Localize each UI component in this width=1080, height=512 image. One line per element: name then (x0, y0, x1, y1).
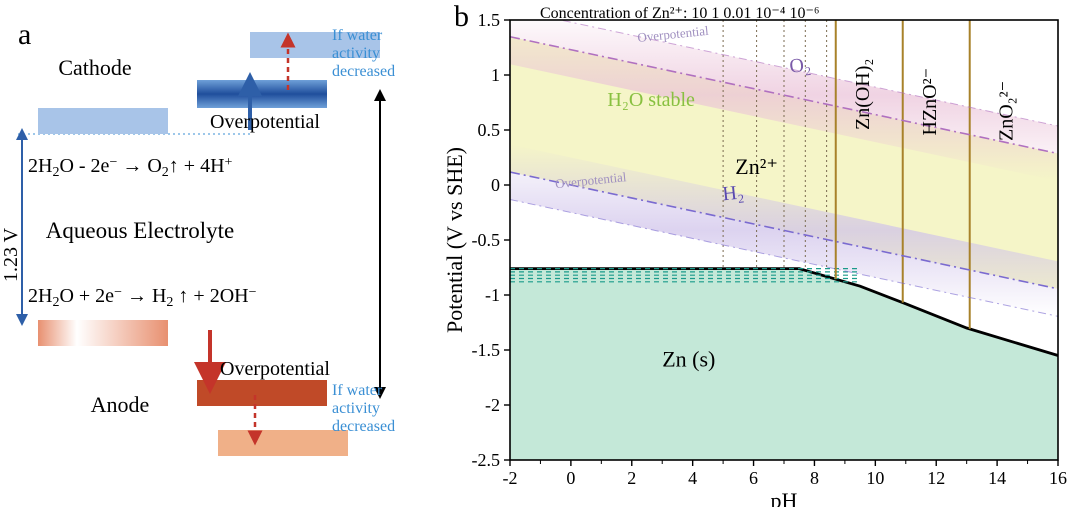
cathode-rect-light (38, 108, 168, 134)
her-equation: 2H2O + 2e− → H2 ↑ + 2OH− (28, 285, 257, 310)
xtick-label: 8 (810, 468, 819, 488)
ytick-label: -1.5 (472, 340, 501, 360)
anode-rect-overpot (197, 380, 327, 406)
xlabel: pH (771, 488, 798, 507)
pourbaix-svg: -20246810121416pH-2.5-2-1.5-1-0.500.511.… (440, 0, 1080, 507)
overpot-o2: Overpotential (637, 23, 710, 45)
xtick-label: 4 (688, 468, 697, 488)
oer-equation: 2H2O - 2e− → O2↑ + 4H+ (28, 155, 233, 180)
zno2-label: ZnO₂²⁻ (995, 81, 1017, 141)
ytick-label: 0.5 (478, 120, 501, 140)
znoh2-label: Zn(OH)₂ (852, 59, 874, 130)
panel-a-label: a (18, 18, 31, 51)
zn2plus-label: Zn²⁺ (735, 154, 778, 179)
cathode-rect-overpot (197, 80, 327, 108)
ytick-label: -0.5 (472, 230, 501, 250)
ytick-label: -2 (485, 395, 500, 415)
xtick-label: 16 (1049, 468, 1067, 488)
zn-s-label: Zn (s) (662, 347, 715, 372)
ytick-label: 0 (491, 175, 500, 195)
aqueous-label: Aqueous Electrolyte (46, 218, 234, 243)
xtick-label: 2 (627, 468, 636, 488)
anode-rect-light (38, 320, 168, 346)
xtick-label: -2 (503, 468, 518, 488)
xtick-label: 10 (866, 468, 884, 488)
conc-title: Concentration of Zn²⁺: 10 1 0.01 10⁻⁴ 10… (540, 5, 819, 22)
ylabel: Potential (V vs SHE) (442, 147, 467, 333)
ytick-label: -1 (485, 285, 500, 305)
xtick-label: 6 (749, 468, 758, 488)
xtick-label: 12 (927, 468, 945, 488)
cathode-overpot-label: Overpotential (210, 111, 320, 133)
ytick-label: -2.5 (472, 450, 501, 470)
panel-b-label: b (454, 0, 469, 33)
xtick-label: 14 (988, 468, 1006, 488)
panel-a-svg: a Cathode Overpotential 2H2O - 2e− → O2↑… (0, 0, 440, 507)
ytick-label: 1 (491, 65, 500, 85)
anode-rect-decreased (218, 430, 348, 456)
h2o-stable-label: H₂O stable (607, 89, 695, 111)
panel-b: -20246810121416pH-2.5-2-1.5-1-0.500.511.… (440, 0, 1080, 507)
ytick-label: 1.5 (478, 10, 501, 30)
o2-label: O₂ (788, 54, 812, 78)
water-activity-anode: If water activity decreased (332, 382, 395, 435)
voltage-label: 1.23 V (0, 227, 22, 282)
xtick-label: 0 (566, 468, 575, 488)
panel-a: a Cathode Overpotential 2H2O - 2e− → O2↑… (0, 0, 440, 507)
hzno2-label: HZnO²⁻ (919, 68, 941, 136)
h2-label: H₂ (721, 181, 745, 205)
anode-overpot-label: Overpotential (220, 358, 330, 380)
anode-label: Anode (91, 392, 150, 417)
cathode-label: Cathode (58, 55, 131, 80)
water-activity-cathode: If water activity decreased (332, 27, 395, 80)
